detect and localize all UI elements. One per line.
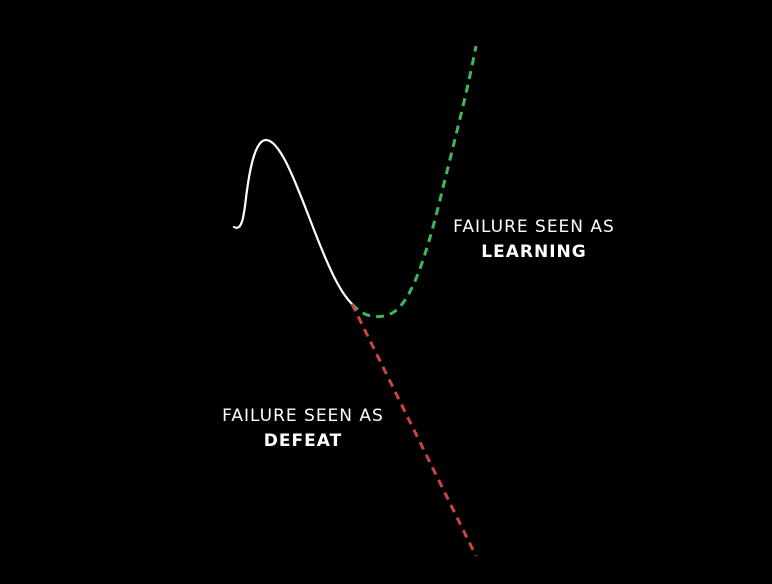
main-curve [232, 138, 354, 306]
defeat-path-dashed [350, 303, 478, 557]
defeat-label-line2: DEFEAT [263, 431, 343, 451]
defeat-label: FAILURE SEEN AS DEFEAT [213, 404, 393, 454]
learning-label-line1: FAILURE SEEN AS [453, 217, 615, 237]
learning-path-dashed [350, 45, 478, 319]
learning-label-line2: LEARNING [481, 242, 587, 262]
defeat-label-line1: FAILURE SEEN AS [222, 406, 384, 426]
learning-label: FAILURE SEEN AS LEARNING [444, 215, 624, 265]
